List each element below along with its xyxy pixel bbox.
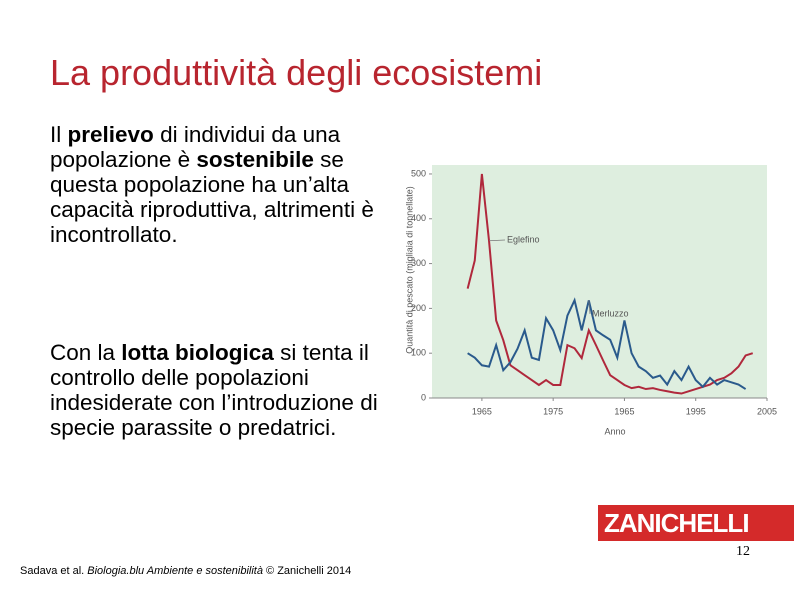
paragraph: Il prelievo di individui da una popolazi…	[50, 122, 375, 247]
leader-line	[588, 300, 591, 315]
citation: Sadava et al. Biologia.blu Ambiente e so…	[20, 565, 351, 577]
text-run: Il	[50, 122, 68, 147]
y-tick-label: 0	[421, 392, 426, 402]
text-run: se questa popolazione ha un’alta capacit…	[50, 147, 374, 247]
text-run: © Zanichelli 2014	[262, 565, 352, 577]
x-tick-label: 2005	[757, 406, 777, 416]
y-axis-label: Quantità di pescato (migliaia di tonnell…	[404, 186, 414, 354]
paragraph: Con la lotta biologica si tenta il contr…	[50, 340, 395, 440]
x-tick-label: 1965	[472, 406, 492, 416]
text-run: Sadava et al.	[20, 565, 88, 577]
text-run: di individui da una popolazione è	[50, 122, 341, 172]
line-series	[466, 173, 754, 395]
plot-area	[432, 165, 767, 398]
x-axis-label: Anno	[604, 426, 625, 436]
text-run: si tenta il controllo delle popolazioni …	[50, 340, 378, 440]
page-number: 12	[736, 544, 750, 559]
series-label: Merluzzo	[592, 308, 629, 318]
text-run: sostenibile	[196, 147, 314, 172]
text-run: Biologia.blu Ambiente e sostenibilità	[87, 565, 263, 577]
y-tick-label: 400	[411, 213, 426, 223]
text-run: prelievo	[67, 122, 154, 147]
y-tick-label: 100	[411, 348, 426, 358]
y-tick-label: 500	[411, 168, 426, 178]
logo: ZANICHELLI	[598, 505, 794, 541]
x-tick-label: 1965	[614, 406, 634, 416]
x-tick-label: 1995	[686, 406, 706, 416]
series-label: Eglefino	[507, 234, 540, 244]
line-series	[467, 297, 747, 390]
x-tick-label: 1975	[543, 406, 563, 416]
y-tick-label: 200	[411, 303, 426, 313]
slide-title: La produttività degli ecosistemi	[50, 52, 543, 93]
leader-line	[489, 239, 506, 242]
text-run: Con la	[50, 340, 122, 365]
y-tick-label: 300	[411, 258, 426, 268]
text-run: lotta biologica	[121, 340, 274, 365]
chart: Anno Quantità di pescato (migliaia di to…	[404, 165, 777, 436]
